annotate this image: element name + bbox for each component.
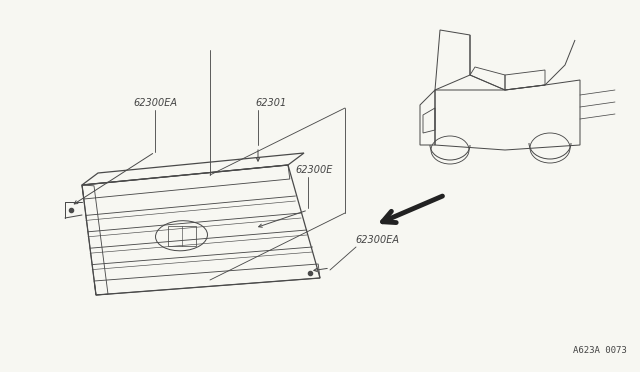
Text: A623A 0073: A623A 0073 — [573, 346, 627, 355]
Text: 62300EA: 62300EA — [355, 235, 399, 245]
Text: 62300EA: 62300EA — [133, 98, 177, 108]
Text: 62300E: 62300E — [295, 165, 332, 175]
Text: 62301: 62301 — [255, 98, 286, 108]
